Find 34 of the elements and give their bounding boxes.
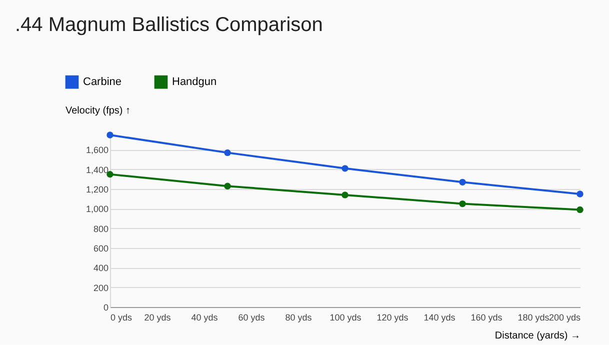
point — [576, 190, 584, 198]
x-tick-label: 20 yds — [144, 312, 172, 322]
y-tick-label: 1,200 — [86, 184, 108, 195]
point — [106, 132, 114, 138]
y-tick-label: 1,600 — [86, 145, 108, 156]
point — [224, 149, 231, 156]
point — [576, 206, 584, 214]
x-tick-label: 100 yds — [330, 312, 362, 322]
y-axis-title: Velocity (fps) ↑ — [66, 106, 131, 116]
y-tick-label: 200 — [93, 282, 108, 293]
point — [342, 192, 348, 198]
x-tick-label: 120 yds — [376, 312, 409, 322]
y-tick-label: 0 — [103, 302, 108, 312]
x-tick-label: 160 yds — [470, 312, 503, 322]
y-tick-label: 400 — [93, 263, 108, 274]
x-tick-label: 140 yds — [424, 312, 456, 322]
legend-label: Handgun — [172, 76, 217, 88]
x-tick-label: 80 yds — [285, 312, 312, 322]
point — [459, 200, 466, 208]
x-tick-label: 0 yds — [110, 312, 133, 322]
x-tick-label: 40 yds — [191, 312, 218, 322]
legend-label: Carbine — [83, 76, 122, 88]
x-axis-title: Distance (yards) → — [494, 330, 580, 342]
y-tick-label: 1,000 — [86, 204, 108, 214]
x-tick-label: 60 yds — [238, 312, 266, 322]
point — [342, 165, 348, 172]
chart-title: .44 Magnum Ballistics Comparison — [15, 14, 323, 36]
point — [224, 182, 231, 190]
y-tick-label: 1,400 — [86, 164, 108, 175]
x-tick-label: 200 yds — [548, 312, 581, 322]
y-tick-label: 600 — [93, 244, 108, 254]
x-tick-label: 180 yds — [518, 312, 550, 322]
y-tick-label: 800 — [93, 224, 108, 234]
point — [459, 178, 466, 186]
